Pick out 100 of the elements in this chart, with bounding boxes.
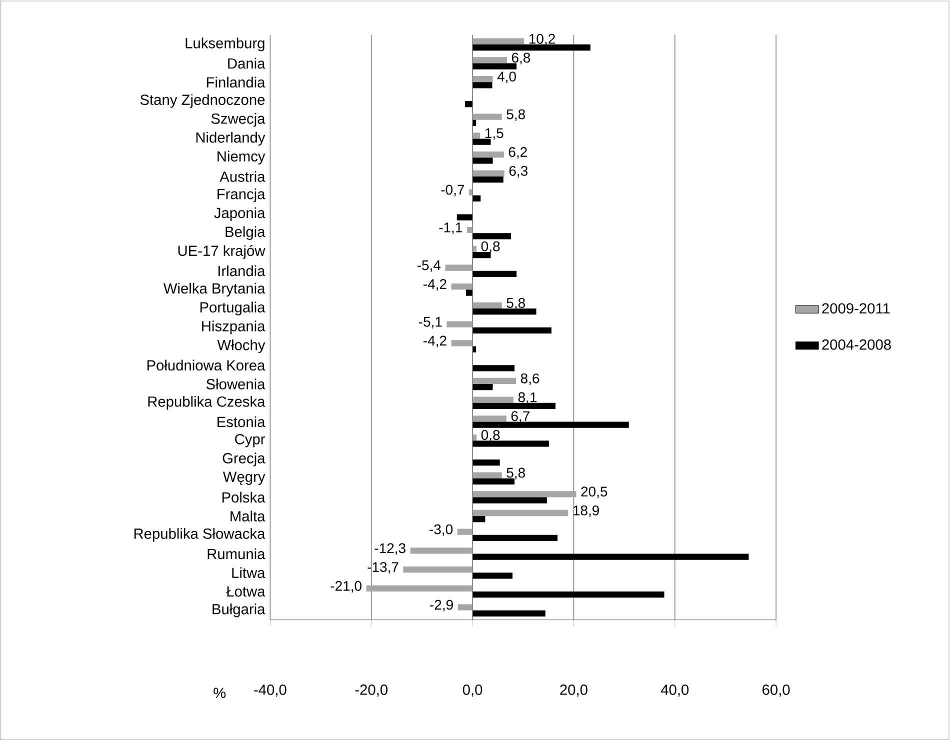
data-label: 4,0	[497, 72, 516, 84]
data-label: 1,5	[485, 128, 504, 140]
bar	[472, 158, 493, 164]
bar	[472, 572, 512, 579]
y-tick-label: Malta	[230, 510, 266, 522]
x-tick-label: 40,0	[660, 684, 689, 697]
data-label: 6,2	[508, 147, 527, 159]
bar	[472, 138, 491, 145]
y-tick-label: Republika Czeska	[148, 396, 266, 410]
bar	[472, 308, 536, 315]
bar	[472, 57, 507, 64]
y-tick-label: Grecja	[222, 452, 266, 466]
data-label: -0,7	[441, 184, 464, 196]
bar	[472, 534, 558, 542]
y-tick-label: Belgia	[226, 226, 266, 240]
data-label: 6,8	[512, 52, 530, 64]
bar	[472, 44, 590, 51]
data-label: -21,0	[330, 580, 362, 593]
bar	[472, 63, 517, 70]
bar	[472, 478, 515, 484]
bar	[472, 497, 547, 504]
y-tick-label: Estonia	[218, 416, 266, 428]
data-label: 8,6	[520, 373, 540, 385]
bar	[456, 214, 473, 220]
data-label: -4,2	[424, 336, 446, 348]
y-tick-label: Włochy	[217, 339, 266, 354]
bar	[472, 440, 549, 447]
x-axis-title: %	[214, 688, 226, 698]
data-label: 5,8	[506, 109, 525, 121]
bar	[472, 233, 511, 240]
y-tick-label: Dania	[228, 58, 266, 69]
y-tick-label: Słowenia	[206, 378, 266, 390]
bar	[472, 270, 517, 277]
y-tick-label: Republika Słowacka	[134, 528, 266, 542]
bar	[472, 592, 664, 598]
bar	[472, 610, 546, 617]
bar	[472, 76, 493, 82]
y-tick-label: Niemcy	[218, 150, 266, 164]
data-label: 5,8	[506, 298, 525, 310]
y-tick-label: Rumunia	[208, 548, 266, 560]
bar	[366, 585, 473, 592]
bar	[472, 491, 576, 498]
bar	[472, 151, 504, 158]
bar	[472, 82, 492, 88]
bar	[458, 604, 473, 610]
y-tick-label: Hiszpania	[202, 320, 266, 334]
legend-label: 2004-2008	[822, 339, 891, 350]
data-label: 6,7	[511, 411, 530, 423]
bar	[472, 416, 506, 422]
data-label: 0,8	[481, 241, 500, 253]
bar	[472, 176, 504, 183]
y-tick-label: Austria	[220, 171, 266, 182]
data-label: -5,4	[417, 260, 441, 272]
x-tick-label: 60,0	[762, 684, 790, 697]
bar	[472, 195, 481, 202]
bar	[472, 170, 504, 176]
bar	[472, 365, 515, 372]
y-tick-label: Japonia	[214, 207, 266, 222]
bar	[457, 528, 473, 535]
y-tick-label: Węgry	[222, 472, 266, 485]
bar	[472, 472, 502, 478]
bar	[472, 38, 524, 44]
bar	[464, 101, 473, 108]
bar	[472, 459, 500, 466]
data-label: -3,0	[430, 524, 453, 536]
y-tick-label: Stany Zjednoczone	[140, 94, 265, 108]
y-tick-label: Wielka Brytania	[163, 282, 266, 296]
data-label: 8,1	[518, 392, 537, 404]
bar	[472, 302, 502, 309]
bar	[451, 284, 473, 290]
data-label: 18,9	[573, 505, 599, 518]
bar	[472, 510, 568, 516]
x-tick-label: 0,0	[462, 684, 482, 697]
data-label: -2,9	[430, 600, 453, 612]
bar	[472, 396, 514, 403]
bar	[410, 548, 473, 554]
y-tick-label: Portugalia	[200, 302, 266, 316]
bar	[472, 554, 749, 560]
y-tick-label: Litwa	[232, 567, 266, 578]
data-label: -12,3	[374, 543, 406, 555]
data-label: -1,1	[439, 222, 462, 234]
bar	[468, 189, 473, 196]
data-label: -5,1	[418, 316, 442, 328]
data-label: 20,5	[581, 486, 608, 498]
y-tick-label: Cypr	[235, 434, 266, 448]
bar	[472, 378, 516, 384]
y-tick-label: Bułgaria	[212, 604, 266, 618]
bar	[472, 327, 552, 334]
data-label: 5,8	[506, 468, 525, 480]
y-tick-label: UE-17 krajów	[178, 245, 266, 259]
bar	[451, 340, 473, 346]
legend-label: 2009-2011	[822, 303, 890, 314]
bar	[446, 321, 473, 328]
bar	[472, 384, 493, 390]
data-label: 10,2	[529, 34, 555, 46]
bar	[403, 566, 473, 573]
y-tick-label: Francja	[218, 188, 266, 202]
bar	[466, 290, 473, 296]
y-tick-label: Irlandia	[218, 265, 266, 276]
x-tick-label: -20,0	[355, 684, 388, 697]
